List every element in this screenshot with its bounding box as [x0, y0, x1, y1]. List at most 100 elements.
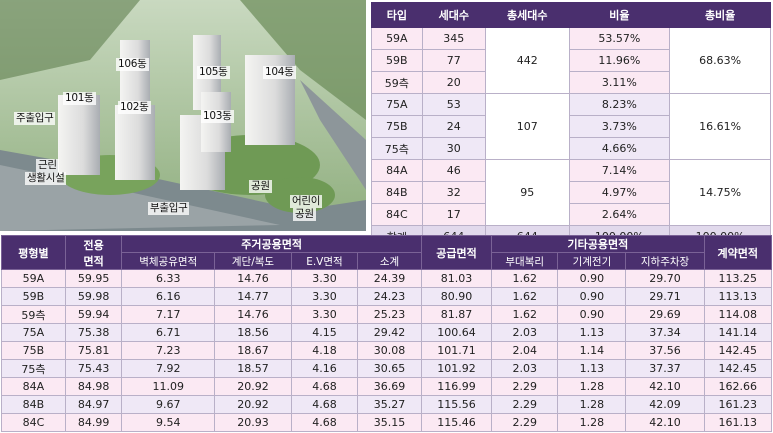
table-subheader-row: 벽체공유면적 계단/복도 E.V면적 소계 부대복리 기계전기 지하주차장 — [2, 252, 772, 270]
type-cell: 75측 — [371, 137, 423, 160]
ev-cell: 4.16 — [290, 359, 359, 378]
stairs-cell: 14.77 — [214, 287, 292, 306]
kids-park-label-1: 어린이 — [290, 195, 323, 208]
stairs-cell: 20.92 — [214, 395, 292, 414]
type-cell: 75측 — [1, 359, 66, 378]
group-total-ratio-cell: 14.75% — [669, 159, 771, 226]
group-total-ratio-cell: 16.61% — [669, 93, 771, 160]
header-stairs-corridor: 계단/복도 — [214, 252, 292, 270]
parking-cell: 42.09 — [625, 395, 705, 414]
header-welfare: 부대복리 — [491, 252, 559, 270]
subtotal-cell: 30.65 — [357, 359, 422, 378]
main-entrance-label: 주출입구 — [14, 112, 56, 125]
header-total-ratio: 총비율 — [669, 2, 771, 28]
header-exclusive-line1: 전용 — [83, 238, 104, 252]
subtotal-cell: 36.69 — [357, 377, 422, 396]
header-wall-shared: 벽체공유면적 — [121, 252, 216, 270]
type-cell: 84A — [371, 159, 423, 182]
units-cell: 24 — [421, 115, 486, 138]
wall-cell: 6.16 — [121, 287, 216, 306]
table-row: 75A 53 107 8.23% 16.61% — [371, 93, 771, 160]
table-row: 84C 84.99 9.54 20.93 4.68 35.15 115.46 2.29 1.28… — [1, 413, 773, 432]
supply-cell: 101.71 — [420, 341, 493, 360]
ev-cell: 4.15 — [290, 323, 359, 342]
stairs-cell: 14.76 — [214, 269, 292, 288]
ratio-cell: 8.23% — [568, 93, 671, 116]
table-row: 84A 84.98 11.09 20.92 4.68 36.69 116.99 2.29 1.2… — [1, 377, 773, 396]
welfare-cell: 2.29 — [491, 377, 559, 396]
machine-cell: 0.90 — [557, 305, 627, 324]
type-cell: 75B — [371, 115, 423, 138]
type-cell: 84B — [1, 395, 66, 414]
welfare-cell: 2.03 — [491, 323, 559, 342]
stairs-cell: 18.56 — [214, 323, 292, 342]
exclusive-cell: 84.98 — [64, 377, 123, 396]
contract-cell: 162.66 — [703, 377, 773, 396]
building-104-label: 104동 — [263, 66, 296, 79]
stairs-cell: 20.92 — [214, 377, 292, 396]
welfare-cell: 1.62 — [491, 287, 559, 306]
machine-cell: 1.13 — [557, 323, 627, 342]
building-106-label: 106동 — [116, 58, 149, 71]
header-exclusive-area: 전용 면적 — [64, 235, 123, 270]
type-cell: 84C — [371, 203, 423, 226]
neighborhood-facility-label-1: 근린 — [36, 159, 59, 172]
stairs-cell: 18.67 — [214, 341, 292, 360]
welfare-cell: 1.62 — [491, 305, 559, 324]
table-row: 75측 75.43 7.92 18.57 4.16 30.65 101.92 2.03 1.13… — [1, 359, 773, 378]
header-units: 세대수 — [421, 2, 486, 28]
header-type: 평형별 — [1, 235, 66, 270]
supply-cell: 81.03 — [420, 269, 493, 288]
contract-cell: 114.08 — [703, 305, 773, 324]
ev-cell: 4.68 — [290, 377, 359, 396]
group-total-units-cell: 107 — [484, 93, 570, 160]
header-ev-area: E.V면적 — [290, 252, 359, 270]
parking-cell: 29.69 — [625, 305, 705, 324]
area-table-body: 59A 59.95 6.33 14.76 3.30 24.39 81.03 1.62 0.90 2… — [1, 269, 773, 432]
header-exclusive-line2: 면적 — [83, 254, 104, 268]
header-supply-area: 공급면적 — [420, 235, 493, 270]
ev-cell: 3.30 — [290, 269, 359, 288]
type-cell: 75A — [371, 93, 423, 116]
stairs-cell: 14.76 — [214, 305, 292, 324]
wall-cell: 11.09 — [121, 377, 216, 396]
table-header-row: 평형별 전용 면적 주거공용면적 공급면적 기타공용면적 계약면적 — [1, 235, 773, 270]
exclusive-cell: 59.98 — [64, 287, 123, 306]
supply-cell: 81.87 — [420, 305, 493, 324]
sub-entrance-label: 부출입구 — [148, 202, 190, 215]
header-other-common: 기타공용면적 — [491, 235, 705, 253]
ev-cell: 4.68 — [290, 395, 359, 414]
building-105-label: 105동 — [197, 66, 230, 79]
exclusive-cell: 75.81 — [64, 341, 123, 360]
wall-cell: 9.54 — [121, 413, 216, 432]
type-cell: 75B — [1, 341, 66, 360]
building-103-label: 103동 — [201, 110, 234, 123]
type-cell: 59측 — [371, 71, 423, 94]
contract-cell: 113.25 — [703, 269, 773, 288]
units-cell: 53 — [421, 93, 486, 116]
ratio-cell: 3.11% — [568, 71, 671, 94]
type-cell: 84A — [1, 377, 66, 396]
table-row: 59측 59.94 7.17 14.76 3.30 25.23 81.87 1.62 0.90 2… — [1, 305, 773, 324]
subtotal-cell: 29.42 — [357, 323, 422, 342]
stairs-cell: 20.93 — [214, 413, 292, 432]
table-row: 84B 32 4.97% — [371, 181, 771, 204]
parking-cell: 37.37 — [625, 359, 705, 378]
exclusive-cell: 84.99 — [64, 413, 123, 432]
table-row: 84C 17 2.64% — [371, 203, 771, 226]
contract-cell: 142.45 — [703, 341, 773, 360]
wall-cell: 7.23 — [121, 341, 216, 360]
units-cell: 30 — [421, 137, 486, 160]
units-cell: 20 — [421, 71, 486, 94]
group-total-units-cell: 442 — [484, 27, 570, 94]
header-contract-area: 계약면적 — [703, 235, 773, 270]
ratio-cell: 2.64% — [568, 203, 671, 226]
subtotal-cell: 24.39 — [357, 269, 422, 288]
exclusive-cell: 59.95 — [64, 269, 123, 288]
table-row: 75A 75.38 6.71 18.56 4.15 29.42 100.64 2.03 1.13… — [1, 323, 773, 342]
header-underground-parking: 지하주차장 — [625, 252, 705, 270]
unit-type-table: 타입 세대수 총세대수 비율 총비율 59A 345 442 53.57% 68… — [371, 2, 771, 248]
ratio-cell: 4.66% — [568, 137, 671, 160]
header-ratio: 비율 — [568, 2, 671, 28]
welfare-cell: 2.29 — [491, 395, 559, 414]
